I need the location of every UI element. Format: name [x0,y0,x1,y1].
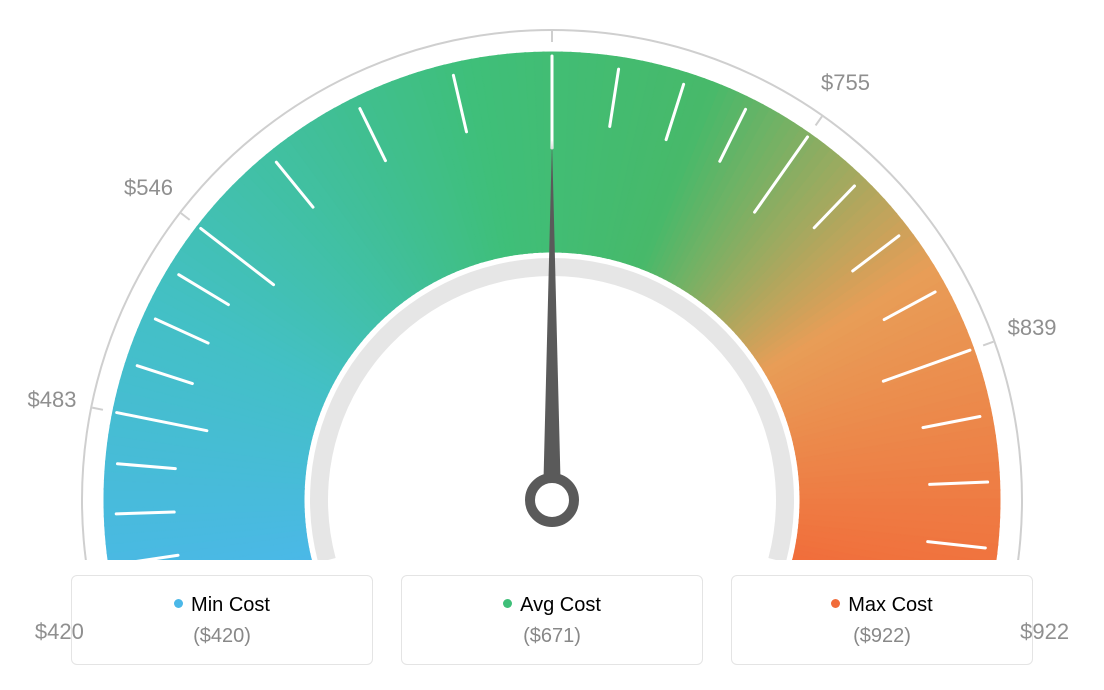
legend-dot-avg [503,599,512,608]
gauge-tick-label: $546 [124,175,173,201]
legend-dot-min [174,599,183,608]
legend-row: Min Cost ($420) Avg Cost ($671) Max Cost… [0,575,1104,665]
legend-label-avg: Avg Cost [520,594,601,616]
legend-dot-max [831,599,840,608]
legend-box-max: Max Cost ($922) [731,575,1033,665]
legend-value-avg: ($671) [402,625,702,648]
gauge-tick-label: $483 [27,387,76,413]
gauge-chart-container: $420$483$546$671$755$839$922 Min Cost ($… [0,0,1104,690]
legend-box-min: Min Cost ($420) [71,575,373,665]
gauge-svg [0,0,1104,560]
legend-label-max: Max Cost [848,594,932,616]
legend-label-min: Min Cost [191,594,270,616]
legend-box-avg: Avg Cost ($671) [401,575,703,665]
gauge-tick-label: $839 [1008,315,1057,341]
gauge-area: $420$483$546$671$755$839$922 [0,0,1104,560]
legend-title-max: Max Cost [732,594,1032,617]
legend-value-max: ($922) [732,625,1032,648]
legend-value-min: ($420) [72,625,372,648]
gauge-tick-label: $755 [821,70,870,96]
legend-title-min: Min Cost [72,594,372,617]
legend-title-avg: Avg Cost [402,594,702,617]
gauge-tick-label: $671 [528,0,577,3]
